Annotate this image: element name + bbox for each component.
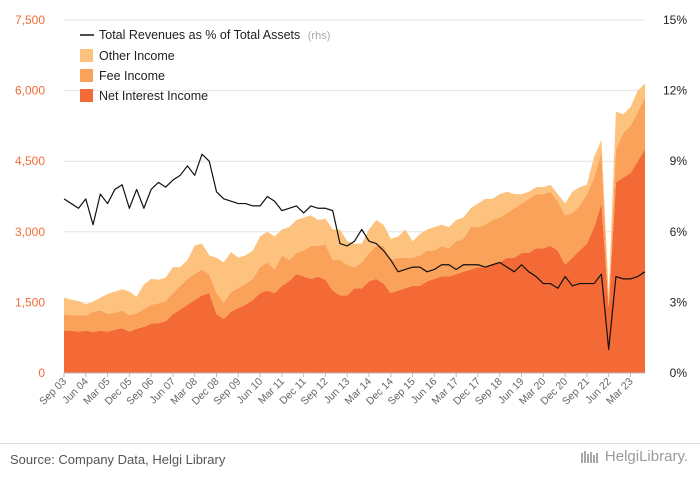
area-other-income <box>64 83 645 316</box>
chart: 0 0% 1,500 3% 3,000 6% 4,500 9% 6,000 12% 7,500 15%… <box>15 13 688 408</box>
legend-label-net-interest-income: Net Interest Income <box>99 89 208 103</box>
legend-label-fee-income: Fee Income <box>99 69 165 83</box>
brand-logo: HelgiLibrary. <box>580 448 688 465</box>
brand-name: HelgiLibrary. <box>604 448 688 465</box>
y-tick-left: 3,000 <box>15 225 45 239</box>
y-tick-left: 7,500 <box>15 13 45 27</box>
y-tick-right: 9% <box>670 154 688 168</box>
legend-rhs-tag: (rhs) <box>308 30 331 42</box>
area-net-interest-income <box>64 149 645 373</box>
line-total-revenues-pct-assets <box>63 153 646 351</box>
y-tick-left: 4,500 <box>15 154 45 168</box>
y-tick-right: 12% <box>663 84 687 98</box>
stacked-areas <box>64 83 645 373</box>
library-icon <box>580 450 598 463</box>
y-tick-right: 3% <box>670 295 688 309</box>
source-note: Source: Company Data, Helgi Library <box>10 452 226 467</box>
area-fee-income <box>64 97 645 333</box>
legend-swatch-fee-income <box>80 69 93 82</box>
legend-label-other-income: Other Income <box>99 49 175 63</box>
footer-divider <box>0 443 700 444</box>
y-tick-left: 0 <box>38 366 45 380</box>
legend-label-ratio: Total Revenues as % of Total Assets (rhs… <box>99 28 330 42</box>
legend: Total Revenues as % of Total Assets (rhs… <box>80 28 330 103</box>
ratio-line <box>63 153 646 351</box>
legend-swatch-other-income <box>80 49 93 62</box>
y-tick-right: 0% <box>670 366 688 380</box>
y-tick-right: 15% <box>663 13 687 27</box>
y-tick-left: 1,500 <box>15 295 45 309</box>
y-tick-left: 6,000 <box>15 84 45 98</box>
legend-ratio-text: Total Revenues as % of Total Assets <box>99 28 300 42</box>
legend-swatch-net-interest-income <box>80 89 93 102</box>
y-tick-right: 6% <box>670 225 688 239</box>
